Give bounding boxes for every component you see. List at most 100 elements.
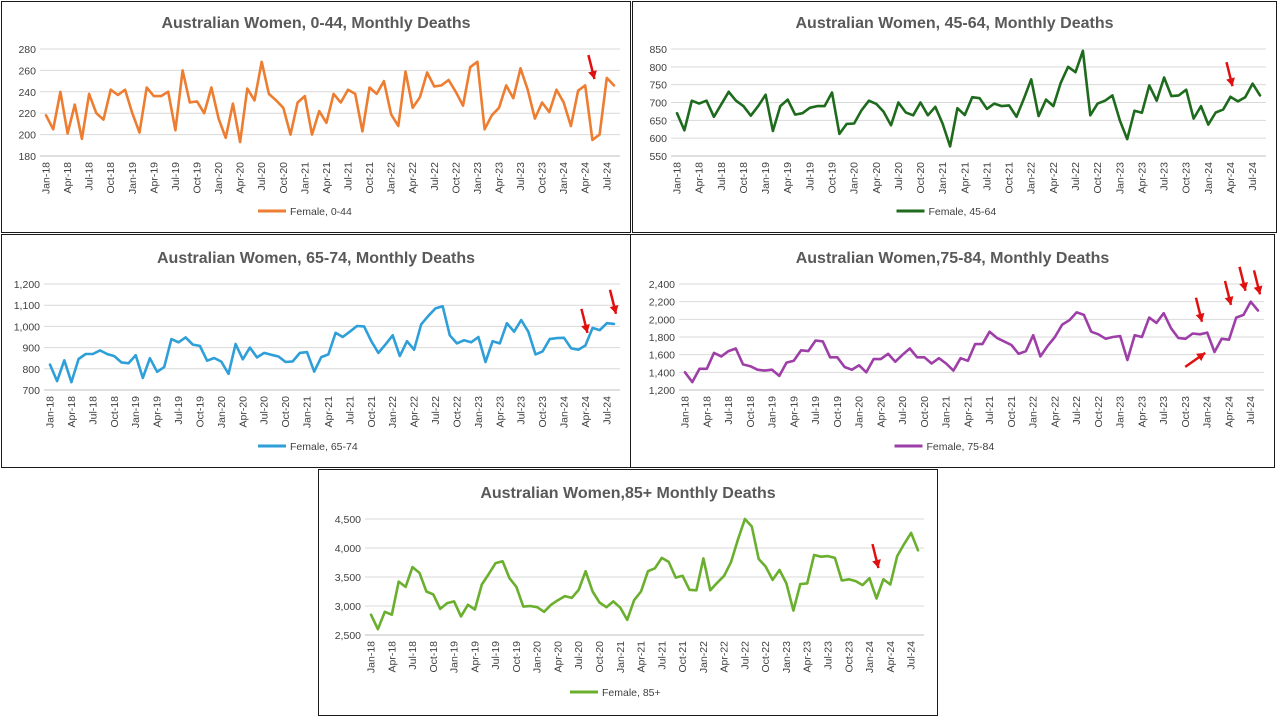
red-arrow-annotation [1184, 351, 1206, 368]
series-line [369, 517, 920, 631]
x-tick-label: Jul-23 [515, 162, 527, 191]
x-tick-label: Oct-22 [760, 641, 772, 673]
x-tick-label: Apr-20 [875, 396, 887, 428]
x-tick-label: Jul-22 [739, 641, 751, 670]
legend: Female, 75-84 [894, 441, 994, 453]
y-tick-label: 1,100 [14, 300, 40, 312]
y-tick-label: 850 [649, 44, 667, 56]
x-tick-label: Apr-22 [1049, 396, 1061, 428]
x-tick-label: Oct-19 [194, 396, 206, 428]
x-tick-label: Apr-21 [959, 162, 971, 194]
x-tick-label: Apr-22 [407, 162, 419, 194]
red-arrow-annotation [1194, 297, 1205, 323]
x-tick-label: Jan-22 [1028, 396, 1040, 428]
x-tick-label: Oct-20 [915, 162, 927, 194]
y-tick-label: 900 [22, 343, 40, 355]
x-tick-label: Apr-24 [1223, 396, 1235, 428]
x-tick-label: Oct-19 [511, 641, 523, 673]
x-tick-label: Jul-21 [981, 162, 993, 191]
x-tick-label: Apr-23 [1136, 396, 1148, 428]
x-tick-label: Apr-21 [636, 641, 648, 673]
chart-title: Australian Women, 45-64, Monthly Deaths [796, 15, 1114, 32]
x-tick-label: Apr-20 [871, 162, 883, 194]
x-tick-label: Jan-20 [216, 396, 228, 428]
x-tick-label: Oct-21 [1006, 396, 1018, 428]
red-arrow-annotation [1252, 270, 1263, 295]
x-tick-label: Jul-20 [259, 396, 271, 425]
x-tick-label: Apr-19 [782, 162, 794, 194]
x-tick-label: Jul-19 [170, 162, 182, 191]
legend-label: Female, 85+ [602, 687, 661, 699]
x-tick-label: Jan-18 [672, 162, 684, 194]
x-tick-label: Oct-19 [832, 396, 844, 428]
red-arrow-annotation [1238, 266, 1248, 292]
y-tick-label: 700 [649, 98, 667, 110]
x-tick-label: Jul-22 [429, 162, 441, 191]
x-tick-label: Oct-20 [594, 641, 606, 673]
x-tick-label: Jul-23 [1159, 162, 1171, 191]
x-tick-label: Oct-23 [537, 396, 549, 428]
x-tick-label: Apr-22 [1048, 162, 1060, 194]
red-arrow-annotation [608, 289, 619, 315]
x-tick-label: Jan-18 [45, 396, 57, 428]
x-tick-label: Jul-19 [804, 162, 816, 191]
x-tick-label: Oct-23 [1180, 396, 1192, 428]
x-tick-label: Jul-22 [1070, 162, 1082, 191]
x-tick-label: Apr-23 [1136, 162, 1148, 194]
x-tick-label: Oct-23 [1181, 162, 1193, 194]
x-tick-label: Jan-21 [941, 396, 953, 428]
x-tick-label: Jan-22 [386, 162, 398, 194]
x-tick-label: Oct-20 [278, 162, 290, 194]
y-tick-label: 4,500 [335, 514, 361, 526]
x-tick-label: Jul-21 [984, 396, 996, 425]
x-tick-label: Jan-19 [130, 396, 142, 428]
x-tick-label: Jul-18 [87, 396, 99, 425]
chart-svg: Australian Women,85+ Monthly Deaths 2,500… [335, 485, 924, 699]
x-tick-label: Jul-21 [342, 162, 354, 191]
x-tick-label: Oct-18 [105, 162, 117, 194]
series-line [675, 49, 1262, 148]
chart-45-64: Australian Women, 45-64, Monthly Deaths 5… [632, 1, 1277, 233]
x-tick-label: Jan-19 [767, 396, 779, 428]
x-tick-label: Oct-23 [537, 162, 549, 194]
x-tick-label: Apr-21 [321, 162, 333, 194]
y-tick-label: 700 [22, 385, 40, 397]
x-tick-label: Apr-24 [580, 162, 592, 194]
x-tick-label: Oct-21 [677, 641, 689, 673]
chart-65-74: Australian Women, 65-74, Monthly Deaths 7… [1, 234, 631, 468]
x-tick-label: Oct-22 [1093, 396, 1105, 428]
x-tick-label: Oct-18 [109, 396, 121, 428]
x-tick-label: Jul-24 [906, 641, 918, 670]
x-tick-label: Jan-21 [302, 396, 314, 428]
y-tick-label: 260 [18, 65, 36, 77]
chart-title: Australian Women, 0-44, Monthly Deaths [161, 15, 470, 32]
x-tick-label: Apr-21 [962, 396, 974, 428]
x-tick-label: Jan-20 [849, 162, 861, 194]
x-tick-label: Oct-19 [826, 162, 838, 194]
x-tick-label: Oct-22 [1092, 162, 1104, 194]
y-tick-label: 4,000 [335, 543, 361, 555]
x-tick-label: Apr-18 [701, 396, 713, 428]
y-tick-label: 2,200 [649, 297, 675, 309]
x-tick-label: Apr-19 [469, 641, 481, 673]
y-tick-label: 1,200 [649, 385, 675, 397]
x-tick-label: Apr-20 [237, 396, 249, 428]
y-tick-label: 550 [649, 151, 667, 163]
x-tick-label: Jul-20 [573, 641, 585, 670]
y-tick-label: 2,400 [649, 279, 675, 291]
x-tick-label: Jan-20 [854, 396, 866, 428]
x-tick-label: Apr-19 [152, 396, 164, 428]
x-tick-label: Jul-23 [1158, 396, 1170, 425]
y-tick-label: 240 [18, 87, 36, 99]
x-tick-label: Apr-24 [1225, 162, 1237, 194]
legend-label: Female, 45-64 [929, 206, 997, 218]
y-tick-label: 220 [18, 108, 36, 120]
x-tick-label: Jan-21 [299, 162, 311, 194]
x-tick-label: Jan-23 [473, 396, 485, 428]
legend: Female, 45-64 [896, 206, 997, 218]
series-line [48, 305, 616, 384]
y-tick-label: 3,000 [335, 601, 361, 613]
red-arrow-annotation [1223, 280, 1234, 306]
x-tick-label: Oct-21 [364, 162, 376, 194]
x-tick-label: Jul-18 [84, 162, 96, 191]
